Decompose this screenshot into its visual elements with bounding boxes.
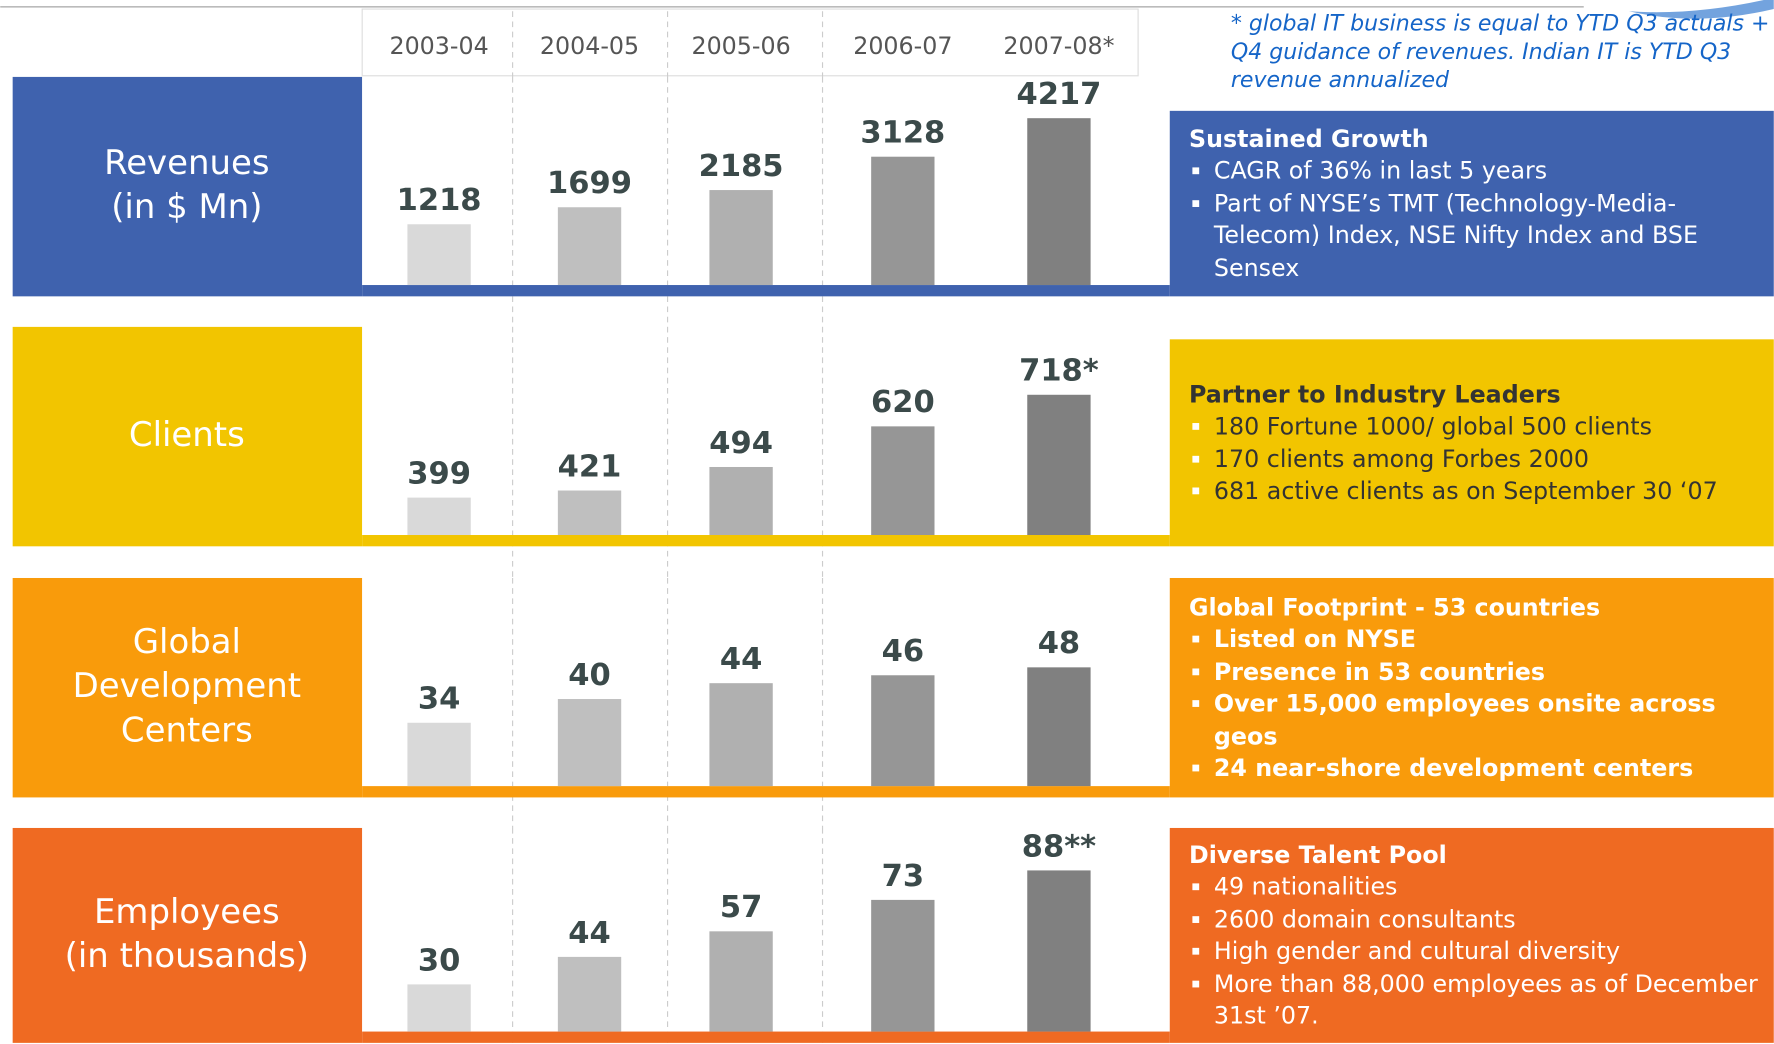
year-label: 2005-06 — [691, 32, 790, 60]
value-label: 46 — [882, 634, 924, 669]
bar — [1027, 118, 1091, 286]
footnote: * global IT business is equal to YTD Q3 … — [1230, 10, 1770, 93]
header-box — [361, 8, 1139, 77]
bar — [557, 956, 622, 1032]
row-strip — [362, 1031, 1170, 1043]
row-label: Global — [133, 623, 241, 662]
bar — [407, 497, 471, 536]
value-label: 57 — [720, 890, 762, 925]
row-strip — [362, 535, 1170, 547]
bar — [407, 224, 471, 286]
panel-box — [1169, 827, 1774, 1043]
bar — [1027, 870, 1091, 1032]
bar — [557, 699, 622, 787]
value-label: 1699 — [547, 166, 632, 201]
footnote-box: * global IT business is equal to YTD Q3 … — [1230, 10, 1770, 93]
panel-box — [1169, 577, 1774, 798]
panel-bullet: 681 active clients as on September 30 ‘0… — [1189, 475, 1762, 507]
panel-bullet: Presence in 53 countries — [1189, 655, 1762, 687]
value-label: 2185 — [699, 149, 784, 184]
bar — [1027, 667, 1091, 787]
value-label: 399 — [407, 456, 471, 491]
row-label-box — [12, 827, 363, 1043]
panel-bullet: 2600 domain consultants — [1189, 903, 1762, 935]
bar — [1027, 394, 1091, 536]
bar — [871, 675, 935, 787]
row-label: Clients — [129, 416, 245, 455]
value-label: 73 — [882, 859, 924, 894]
value-label: 718* — [1019, 354, 1099, 389]
bar — [557, 490, 622, 536]
bar — [871, 156, 935, 286]
value-label: 620 — [871, 385, 935, 420]
row-strip — [362, 285, 1170, 297]
row-label: Development — [73, 667, 301, 706]
value-label: 4217 — [1016, 77, 1101, 112]
value-label: 48 — [1038, 626, 1080, 661]
row-label: (in thousands) — [65, 937, 309, 976]
panel-text: Diverse Talent Pool 49 nationalities 2600 … — [1170, 828, 1774, 1043]
panel: Partner to Industry Leaders 180 Fortune 1… — [1170, 339, 1774, 546]
logo-fragment — [1628, 0, 1774, 19]
bar — [407, 722, 471, 787]
year-label: 2007-08* — [1003, 32, 1114, 60]
panel-bullet: 49 nationalities — [1189, 871, 1762, 903]
panel-heading: Partner to Industry Leaders — [1189, 380, 1561, 408]
value-label: 40 — [568, 658, 610, 693]
panel-bullet: More than 88,000 employees as of Decembe… — [1189, 968, 1762, 1032]
panel-text: Global Footprint - 53 countries Listed on… — [1170, 578, 1774, 797]
value-label: 88** — [1022, 829, 1096, 864]
bar — [407, 984, 471, 1032]
value-label: 30 — [418, 943, 460, 978]
value-label: 421 — [558, 449, 622, 484]
row-label: (in $ Mn) — [111, 188, 262, 227]
bar — [709, 466, 773, 536]
panel-bullet: High gender and cultural diversity — [1189, 935, 1762, 967]
panel-bullet: 24 near-shore development centers — [1189, 752, 1762, 784]
panel-bullet: 170 clients among Forbes 2000 — [1189, 443, 1762, 475]
panel-bullet: Over 15,000 employees onsite across geos — [1189, 688, 1762, 752]
panel-heading: Global Footprint - 53 countries — [1189, 593, 1601, 621]
bar — [709, 190, 773, 286]
value-label: 34 — [418, 682, 460, 717]
bar — [557, 207, 622, 286]
row-label-box — [12, 577, 363, 798]
panel-text: Sustained Growth CAGR of 36% in last 5 ye… — [1170, 111, 1774, 296]
row-label: Revenues — [104, 144, 269, 183]
panel-box — [1169, 339, 1774, 547]
value-label: 494 — [709, 426, 773, 461]
bar — [871, 426, 935, 536]
year-label: 2006-07 — [853, 32, 952, 60]
row-label: Centers — [121, 711, 253, 750]
panel-heading: Sustained Growth — [1189, 125, 1429, 153]
value-label: 3128 — [860, 116, 945, 151]
value-label: 44 — [720, 642, 762, 677]
panel-text: Partner to Industry Leaders 180 Fortune 1… — [1170, 339, 1774, 546]
panel-bullet: Listed on NYSE — [1189, 623, 1762, 655]
bar — [709, 683, 773, 787]
panel-heading: Diverse Talent Pool — [1189, 840, 1447, 869]
year-label: 2004-05 — [540, 32, 639, 60]
value-label: 44 — [568, 916, 610, 951]
panel-bullet: CAGR of 36% in last 5 years — [1189, 155, 1762, 187]
panel-box — [1169, 110, 1774, 297]
row-label: Employees — [94, 893, 280, 932]
panel-bullet: 180 Fortune 1000/ global 500 clients — [1189, 411, 1762, 443]
row-label-box — [12, 76, 363, 297]
bar — [871, 899, 935, 1032]
year-label: 2003-04 — [389, 32, 488, 60]
row-strip — [362, 786, 1170, 798]
row-label-box — [12, 326, 363, 547]
value-label: 1218 — [397, 183, 482, 218]
bar — [709, 931, 773, 1032]
panel-bullet: Part of NYSE’s TMT (Technology-Media-Tel… — [1189, 187, 1762, 284]
